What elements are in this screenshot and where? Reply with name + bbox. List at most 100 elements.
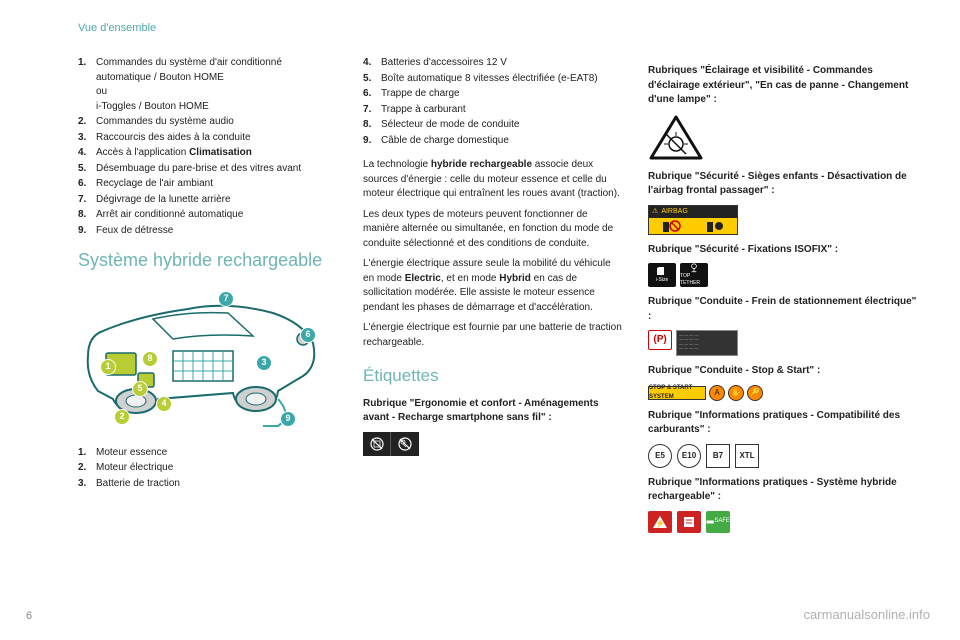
rubrique-wireless: Rubrique "Ergonomie et confort - Aménage…	[363, 397, 622, 426]
item-text: Batterie de traction	[96, 477, 337, 492]
stop-start-icons: STOP & START SYSTEM A ✋ 🔑	[648, 385, 920, 401]
item-number: 3.	[78, 477, 96, 492]
item-number: 8.	[78, 208, 96, 223]
item-number: 1.	[78, 56, 96, 114]
list-item: 8.Arrêt air conditionné automatique	[78, 208, 337, 223]
airbag-header: AIRBAG	[649, 206, 737, 218]
list-item: 1.Commandes du système d'air conditionné…	[78, 56, 337, 114]
diagram-bubble-5: 5	[132, 381, 148, 397]
column-1: 1.Commandes du système d'air conditionné…	[78, 56, 337, 541]
item-text: Commandes du système audio	[96, 115, 337, 130]
airbag-text: AIRBAG	[661, 207, 687, 217]
column-2: 4.Batteries d'accessoires 12 V5.Boîte au…	[363, 56, 622, 541]
hybrid-para-4: L'énergie électrique est fournie par une…	[363, 321, 622, 350]
diagram-bubble-3: 3	[256, 355, 272, 371]
diagram-bubble-8: 8	[142, 351, 158, 367]
parking-brake-icon: (P)	[648, 330, 672, 350]
top-tether-label: TOP TETHER	[680, 273, 708, 288]
page-number: 6	[26, 610, 32, 622]
no-metal-icon	[363, 432, 391, 456]
controls-list-1: 1.Commandes du système d'air conditionné…	[78, 56, 337, 238]
section-title-etiquettes: Étiquettes	[363, 364, 622, 389]
list-item: 6.Trappe de charge	[363, 87, 622, 102]
airbag-warning-label: AIRBAG	[648, 205, 738, 235]
car-hybrid-diagram: 123456789	[78, 281, 328, 436]
watermark: carmanualsonline.info	[804, 607, 930, 622]
hybrid-para-3: L'énergie électrique assure seule la mob…	[363, 257, 622, 315]
column-3: Rubriques "Éclairage et visibilité - Com…	[648, 56, 920, 541]
item-number: 2.	[78, 461, 96, 476]
wireless-icons	[363, 432, 622, 456]
list-item: 6.Recyclage de l'air ambiant	[78, 177, 337, 192]
item-number: 5.	[363, 72, 381, 87]
item-text: Sélecteur de mode de conduite	[381, 118, 622, 133]
list-item: 4.Batteries d'accessoires 12 V	[363, 56, 622, 71]
item-number: 7.	[363, 103, 381, 118]
list-item: 3.Batterie de traction	[78, 477, 337, 492]
item-number: 9.	[363, 134, 381, 149]
rubrique-stopstart: Rubrique "Conduite - Stop & Start" :	[648, 364, 920, 379]
rubrique-parking: Rubrique "Conduite - Frein de stationnem…	[648, 295, 920, 324]
parking-info-plate: — — — —— — — —— — — —— — — —	[676, 330, 738, 356]
list-item: 2.Commandes du système audio	[78, 115, 337, 130]
item-text: Moteur essence	[96, 446, 337, 461]
fuel-xtl-icon: XTL	[735, 444, 759, 468]
item-text: Feux de détresse	[96, 224, 337, 239]
diagram-bubble-7: 7	[218, 291, 234, 307]
list-item: 4.Accès à l'application Climatisation	[78, 146, 337, 161]
hybrid-components-list: 1.Moteur essence2.Moteur électrique3.Bat…	[78, 446, 337, 492]
bulb-warning-icon	[648, 114, 704, 162]
item-text: Câble de charge domestique	[381, 134, 622, 149]
item-number: 6.	[363, 87, 381, 102]
item-number: 2.	[78, 115, 96, 130]
list-item: 2.Moteur électrique	[78, 461, 337, 476]
item-text: Batteries d'accessoires 12 V	[381, 56, 622, 71]
list-item: 1.Moteur essence	[78, 446, 337, 461]
list-item: 8.Sélecteur de mode de conduite	[363, 118, 622, 133]
item-text: Raccourcis des aides à la conduite	[96, 131, 337, 146]
isize-label: i-Size	[656, 277, 669, 284]
list-item: 9.Feux de détresse	[78, 224, 337, 239]
rubrique-airbag: Rubrique "Sécurité - Sièges enfants - Dé…	[648, 170, 920, 199]
stop-key-icon: 🔑	[747, 385, 763, 401]
item-text: Accès à l'application Climatisation	[96, 146, 337, 161]
hv-manual-icon	[677, 511, 701, 533]
stop-start-label: STOP & START SYSTEM	[648, 386, 706, 400]
rubrique-lighting: Rubriques "Éclairage et visibilité - Com…	[648, 64, 920, 108]
item-number: 1.	[78, 446, 96, 461]
hybrid-sys-icons: ⚡ SAFE	[648, 511, 920, 533]
item-number: 3.	[78, 131, 96, 146]
list-item: 5.Boîte automatique 8 vitesses électrifi…	[363, 72, 622, 87]
diagram-bubble-9: 9	[280, 411, 296, 427]
parking-icons: (P) — — — —— — — —— — — —— — — —	[648, 330, 920, 356]
item-text: Moteur électrique	[96, 461, 337, 476]
item-number: 6.	[78, 177, 96, 192]
item-number: 4.	[78, 146, 96, 161]
item-text: Trappe de charge	[381, 87, 622, 102]
section-title-hybrid: Système hybride rechargeable	[78, 250, 337, 271]
item-number: 5.	[78, 162, 96, 177]
stop-hand-icon: ✋	[728, 385, 744, 401]
item-number: 8.	[363, 118, 381, 133]
hv-danger-icon: ⚡	[648, 511, 672, 533]
hybrid-para-1: La technologie hybride rechargeable asso…	[363, 158, 622, 202]
item-text: Dégivrage de la lunette arrière	[96, 193, 337, 208]
fuel-compat-icons: E5 E10 B7 XTL	[648, 444, 920, 468]
diagram-bubble-6: 6	[300, 327, 316, 343]
list-item: 7.Trappe à carburant	[363, 103, 622, 118]
fuel-e5-icon: E5	[648, 444, 672, 468]
diagram-bubble-2: 2	[114, 409, 130, 425]
isofix-icons: i-Size TOP TETHER	[648, 263, 920, 287]
section-header: Vue d'ensemble	[78, 22, 156, 34]
controls-list-2: 4.Batteries d'accessoires 12 V5.Boîte au…	[363, 56, 622, 148]
list-item: 7.Dégivrage de la lunette arrière	[78, 193, 337, 208]
list-item: 9.Câble de charge domestique	[363, 134, 622, 149]
item-number: 7.	[78, 193, 96, 208]
safe-hybrid-icon: SAFE	[706, 511, 730, 533]
airbag-pictograms	[649, 218, 737, 234]
list-item: 5.Désembuage du pare-brise et des vitres…	[78, 162, 337, 177]
item-text: Arrêt air conditionné automatique	[96, 208, 337, 223]
top-tether-icon: TOP TETHER	[680, 263, 708, 287]
item-number: 9.	[78, 224, 96, 239]
isize-icon: i-Size	[648, 263, 676, 287]
